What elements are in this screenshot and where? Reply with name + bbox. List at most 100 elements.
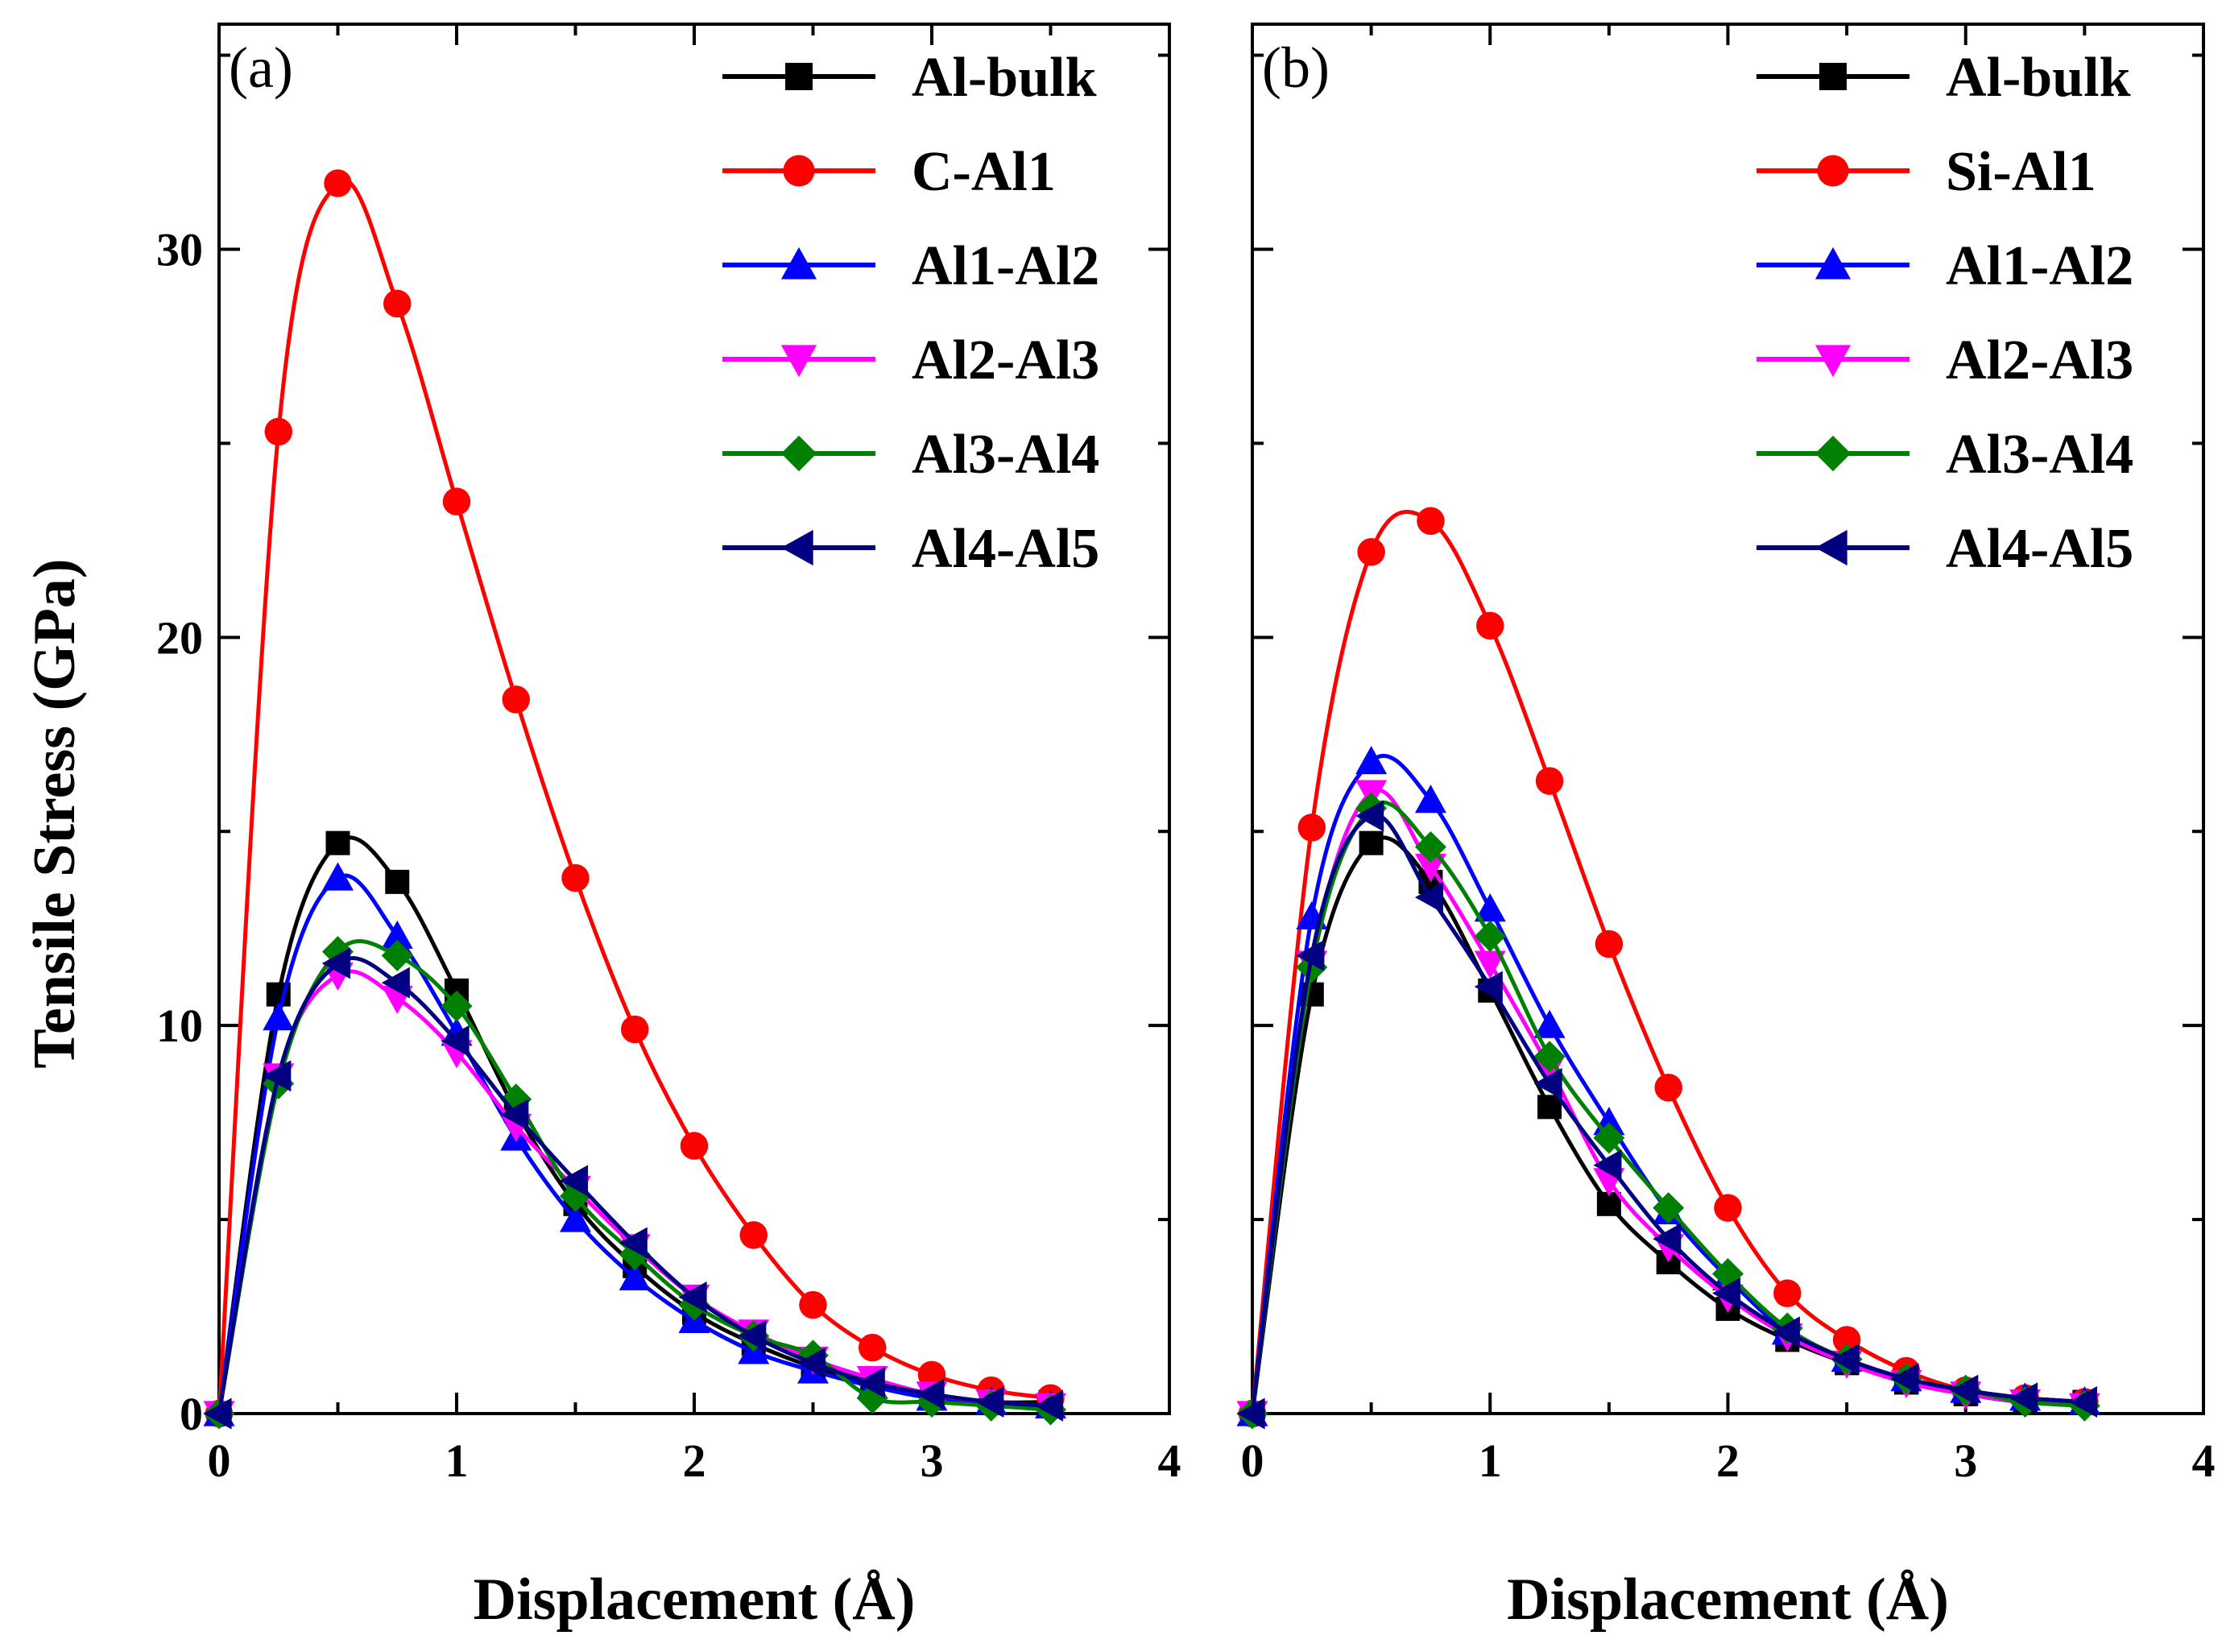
- x-tick-label: 2: [1716, 1435, 1740, 1487]
- plot-frame: [217, 23, 1171, 1415]
- data-point: [1950, 1374, 1979, 1406]
- panel-a: 0 1 2 3 4 0 10 20 30 Displacement (Å) (a) Al-bulk C-…: [156, 23, 1181, 1633]
- legend-item: Al1-Al2: [722, 235, 1099, 297]
- series-line: [1250, 788, 2085, 1414]
- x-tick-label: 1: [1479, 1435, 1502, 1487]
- data-point: [799, 1290, 827, 1319]
- y-axis-title: Tensile Stress (GPa): [22, 558, 88, 1068]
- x-tick-label: 4: [2192, 1435, 2216, 1487]
- data-point: [1533, 1067, 1562, 1099]
- series-al4-al5: [203, 947, 1064, 1430]
- data-point: [916, 1378, 945, 1410]
- data-point: [1773, 1279, 1802, 1307]
- data-point: [1414, 881, 1444, 913]
- data-point: [1474, 893, 1506, 922]
- series-line: [1250, 800, 2085, 1414]
- legend-item: C-Al1: [722, 141, 1056, 203]
- legend-marker: [785, 63, 813, 90]
- data-point: [560, 1165, 589, 1197]
- series-line: [1250, 813, 2085, 1414]
- y-tick-label: 10: [156, 1000, 203, 1052]
- legend-item: Si-Al1: [1756, 141, 2096, 203]
- series-al3-al4: [1236, 792, 2100, 1430]
- data-point: [1359, 830, 1384, 855]
- legend-label: Al-bulk: [1946, 47, 2131, 109]
- data-point: [381, 920, 413, 949]
- legend-label: Al4-Al5: [1946, 518, 2133, 580]
- x-tick-label: 3: [921, 1435, 944, 1487]
- legend-marker: [780, 435, 817, 472]
- data-point: [797, 1347, 826, 1379]
- legend-marker: [1814, 345, 1852, 378]
- legend-label: Al1-Al2: [1946, 235, 2133, 297]
- data-point: [1417, 507, 1445, 536]
- data-point: [1535, 767, 1564, 795]
- data-point: [1653, 1192, 1685, 1224]
- x-tick-label: 0: [1241, 1435, 1264, 1487]
- data-point: [560, 1203, 591, 1232]
- series-si-al1: [1238, 507, 2099, 1428]
- legend-marker: [783, 155, 815, 187]
- data-point: [1355, 746, 1388, 775]
- data-point: [619, 1227, 648, 1259]
- data-point: [1414, 785, 1446, 814]
- data-point: [203, 1397, 232, 1430]
- data-point: [1035, 1389, 1064, 1422]
- data-point: [322, 862, 354, 891]
- data-point: [975, 1386, 1004, 1418]
- legend-label: Al3-Al4: [912, 424, 1099, 486]
- legend-label: Al4-Al5: [912, 518, 1099, 580]
- series-al-bulk: [1240, 830, 2097, 1426]
- y-tick-label: 30: [156, 223, 203, 275]
- series-al4-al5: [1236, 800, 2097, 1430]
- data-point: [1297, 814, 1326, 842]
- data-point: [325, 830, 350, 855]
- panel-label: (a): [229, 35, 293, 100]
- data-point: [441, 1025, 470, 1057]
- x-tick-label: 3: [1954, 1435, 1977, 1487]
- legend-item: Al4-Al5: [1756, 518, 2133, 580]
- data-point: [739, 1221, 768, 1249]
- legend-label: C-Al1: [912, 141, 1056, 203]
- y-tick-label: 0: [180, 1388, 203, 1440]
- legend-item: Al1-Al2: [1756, 235, 2133, 297]
- data-point: [1474, 971, 1503, 1003]
- legend-item: Al3-Al4: [1756, 424, 2133, 486]
- data-point: [1653, 1223, 1682, 1255]
- legend-label: Si-Al1: [1946, 141, 2096, 203]
- data-point: [1236, 1397, 1265, 1430]
- legend-marker: [780, 345, 817, 378]
- legend-marker: [1819, 63, 1847, 90]
- legend-label: Al2-Al3: [1946, 329, 2133, 391]
- panel-label: (b): [1262, 35, 1330, 100]
- data-point: [1474, 920, 1506, 952]
- x-axis-title: Displacement (Å): [474, 1567, 916, 1633]
- series-al3-al4: [203, 936, 1066, 1430]
- data-point: [322, 947, 351, 979]
- legend-item: Al-bulk: [1756, 47, 2131, 109]
- legend-item: Al2-Al3: [722, 329, 1099, 391]
- data-point: [1595, 930, 1624, 958]
- legend-label: Al1-Al2: [912, 235, 1099, 297]
- data-point: [441, 990, 473, 1022]
- x-tick-label: 2: [683, 1435, 706, 1487]
- x-axis-title: Displacement (Å): [1507, 1567, 1949, 1633]
- legend: Al-bulk C-Al1 Al1-Al2 Al2-Al3 Al3-Al4 Al4-Al5: [722, 47, 1099, 580]
- data-point: [500, 1099, 529, 1131]
- data-point: [502, 685, 530, 714]
- x-tick-label: 1: [445, 1435, 469, 1487]
- data-point: [738, 1320, 767, 1352]
- data-point: [856, 1366, 885, 1398]
- data-point: [1771, 1316, 1800, 1348]
- data-point: [859, 1333, 887, 1362]
- legend-marker: [1814, 435, 1852, 472]
- panel-b: 0 1 2 3 4 Displacement (Å) (b) Al-bulk Si-Al1 Al1…: [1236, 23, 2216, 1633]
- data-point: [381, 967, 410, 999]
- series-line: [217, 178, 1051, 1414]
- data-point: [1296, 939, 1325, 971]
- series-line: [1250, 835, 2085, 1414]
- data-point: [1476, 611, 1504, 640]
- data-point: [1654, 1074, 1682, 1102]
- legend-item: Al4-Al5: [722, 518, 1099, 580]
- series-al2-al3: [1236, 780, 2100, 1430]
